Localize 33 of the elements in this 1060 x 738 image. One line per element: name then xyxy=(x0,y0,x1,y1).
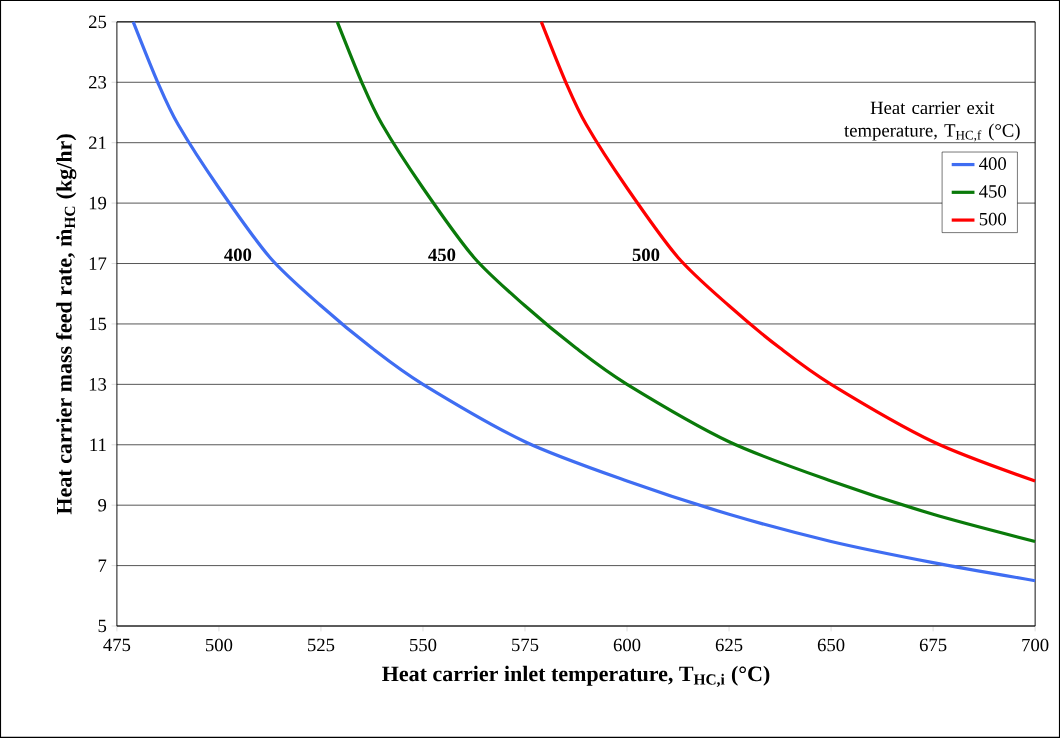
y-tick-label: 19 xyxy=(89,196,107,210)
annotation: 400 xyxy=(224,248,252,262)
x-tick-label: 625 xyxy=(715,638,743,652)
y-tick-label: 5 xyxy=(98,619,107,633)
x-tick-label: 550 xyxy=(410,638,437,652)
y-tick-label: 13 xyxy=(89,378,107,391)
line-series xyxy=(539,20,1037,483)
legend-label: 450 xyxy=(979,185,1007,198)
x-tick-label: 600 xyxy=(613,638,641,652)
line-series xyxy=(335,20,1037,544)
y-tick-label: 9 xyxy=(98,498,107,512)
y-tick-label: 15 xyxy=(89,317,107,331)
legend-label: 400 xyxy=(979,157,1007,171)
x-tick-label: 650 xyxy=(817,638,845,652)
y-tick-label: 7 xyxy=(98,559,107,572)
x-tick-label: 700 xyxy=(1022,638,1049,652)
x-tick-label: 675 xyxy=(919,638,947,652)
annotation: 500 xyxy=(632,248,660,262)
y-tick-label: 11 xyxy=(90,438,106,451)
legend-label: 500 xyxy=(979,212,1007,226)
y-tick-label: 25 xyxy=(89,15,107,29)
x-tick-label: 475 xyxy=(103,638,131,652)
x-axis-title: Heat carrier inlet temperature, T$_{HC,i}$ (°C) xyxy=(382,665,770,687)
legend-title: Heat carrier exit temperature, T$_{HC,f}$ (°C) xyxy=(844,101,1020,142)
annotation: 450 xyxy=(428,248,456,262)
y-tick-label: 21 xyxy=(89,136,106,149)
x-tick-label: 575 xyxy=(512,638,539,652)
y-tick-label: 23 xyxy=(89,76,107,89)
x-tick-label: 525 xyxy=(308,638,335,652)
x-tick-label: 500 xyxy=(206,638,233,652)
y-axis-title: Heat carrier mass feed rate, ṁ$_{HC}$ (kg/hr) xyxy=(56,134,77,515)
y-tick-label: 17 xyxy=(89,257,107,270)
line-series xyxy=(131,20,1037,583)
